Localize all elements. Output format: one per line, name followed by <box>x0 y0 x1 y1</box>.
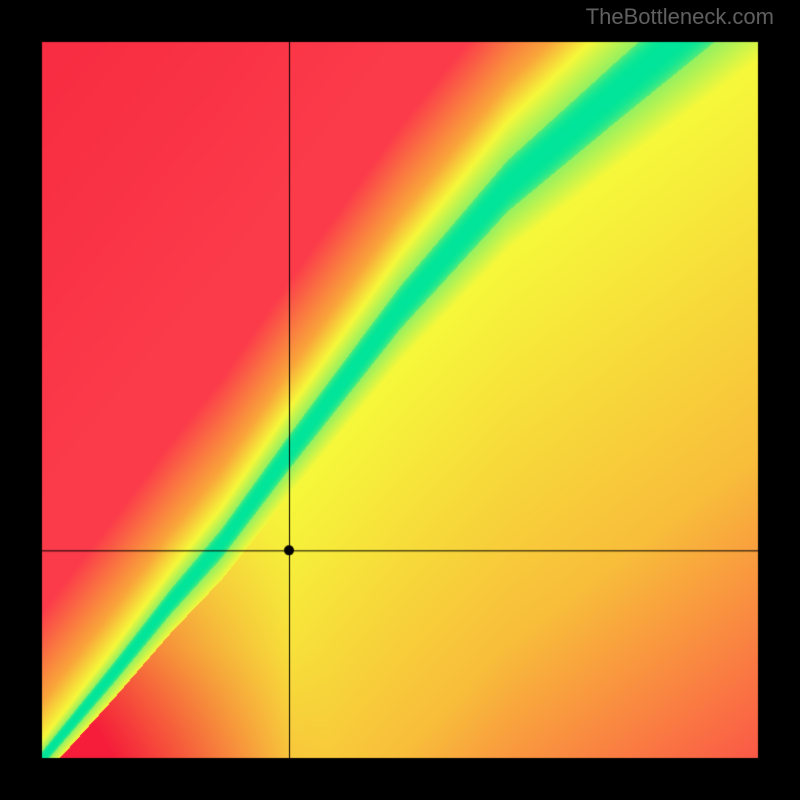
watermark-text: TheBottleneck.com <box>586 4 774 30</box>
bottleneck-heatmap-canvas <box>0 0 800 800</box>
chart-container: TheBottleneck.com <box>0 0 800 800</box>
